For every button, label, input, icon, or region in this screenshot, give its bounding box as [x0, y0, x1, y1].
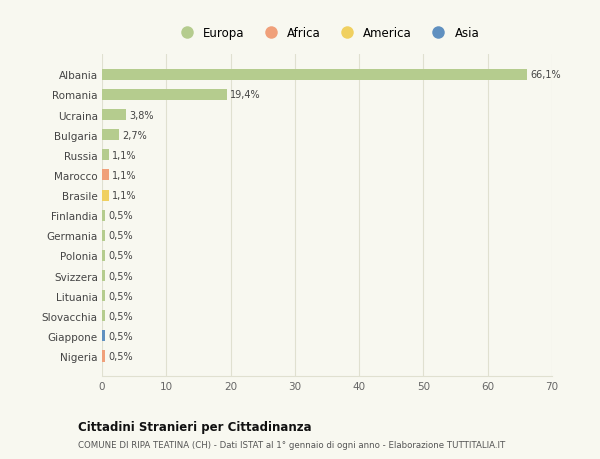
Text: 1,1%: 1,1%: [112, 190, 137, 201]
Bar: [102, 150, 109, 161]
Bar: [102, 291, 105, 302]
Text: 0,5%: 0,5%: [109, 351, 133, 361]
Text: 2,7%: 2,7%: [122, 130, 148, 140]
Text: 0,5%: 0,5%: [109, 211, 133, 221]
Bar: [102, 130, 119, 141]
Bar: [102, 311, 105, 322]
Text: Cittadini Stranieri per Cittadinanza: Cittadini Stranieri per Cittadinanza: [78, 420, 311, 433]
Text: 0,5%: 0,5%: [109, 231, 133, 241]
Text: COMUNE DI RIPA TEATINA (CH) - Dati ISTAT al 1° gennaio di ogni anno - Elaborazio: COMUNE DI RIPA TEATINA (CH) - Dati ISTAT…: [78, 440, 505, 449]
Text: 1,1%: 1,1%: [112, 151, 137, 161]
Bar: [102, 230, 105, 241]
Text: 19,4%: 19,4%: [230, 90, 260, 100]
Bar: [102, 351, 105, 362]
Bar: [102, 110, 127, 121]
Bar: [102, 270, 105, 281]
Text: 0,5%: 0,5%: [109, 271, 133, 281]
Legend: Europa, Africa, America, Asia: Europa, Africa, America, Asia: [170, 22, 484, 45]
Bar: [102, 250, 105, 262]
Text: 1,1%: 1,1%: [112, 171, 137, 180]
Bar: [102, 190, 109, 201]
Text: 0,5%: 0,5%: [109, 291, 133, 301]
Text: 0,5%: 0,5%: [109, 331, 133, 341]
Text: 66,1%: 66,1%: [530, 70, 561, 80]
Bar: [102, 90, 227, 101]
Text: 0,5%: 0,5%: [109, 251, 133, 261]
Bar: [102, 330, 105, 341]
Bar: [102, 170, 109, 181]
Text: 0,5%: 0,5%: [109, 311, 133, 321]
Text: 3,8%: 3,8%: [130, 110, 154, 120]
Bar: [102, 210, 105, 221]
Bar: [102, 70, 527, 81]
